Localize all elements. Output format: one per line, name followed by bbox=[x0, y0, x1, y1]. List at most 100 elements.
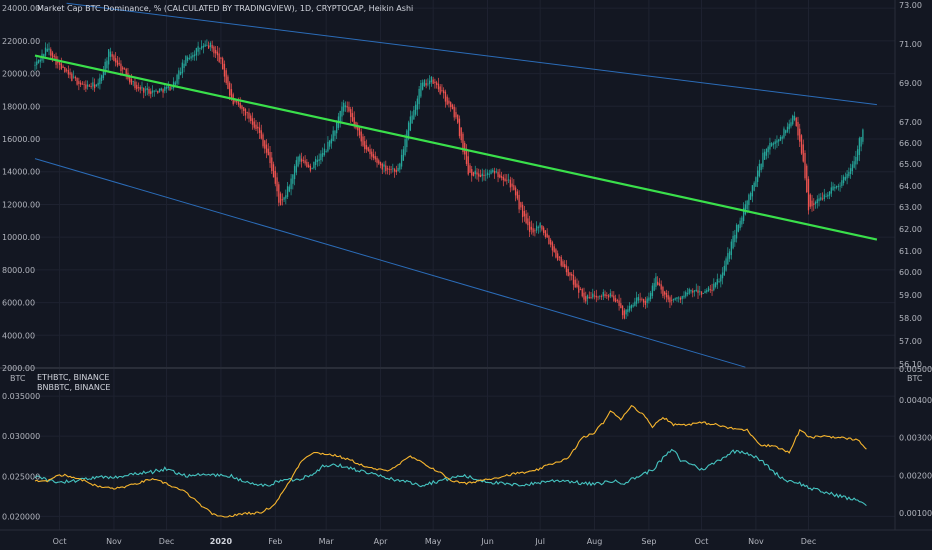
candle-body bbox=[725, 258, 727, 271]
bnbbtc-line[interactable] bbox=[34, 405, 867, 518]
candle-body bbox=[765, 148, 768, 156]
candle-body bbox=[451, 104, 454, 109]
candle-body bbox=[108, 49, 110, 65]
candle-body bbox=[467, 156, 469, 175]
candle-body bbox=[820, 197, 822, 200]
candle-body bbox=[488, 173, 490, 175]
candle-body bbox=[421, 82, 424, 90]
candle-body bbox=[44, 47, 47, 56]
candle-body bbox=[446, 96, 448, 105]
candle-body bbox=[206, 45, 208, 47]
candle-body bbox=[846, 173, 848, 179]
green-trendline[interactable] bbox=[34, 54, 878, 241]
candle-body bbox=[753, 182, 755, 191]
candle-body bbox=[409, 116, 412, 131]
channel-lower-line[interactable] bbox=[34, 158, 746, 368]
left-axis-tick: 16000.00 bbox=[2, 135, 40, 144]
candle-body bbox=[514, 187, 517, 196]
candle-body bbox=[599, 295, 601, 297]
candle-body bbox=[465, 148, 468, 164]
candle-body bbox=[81, 83, 84, 85]
left-price-axis[interactable]: 24000.00 22000.00 20000.00 18000.00 16000.00… bbox=[2, 4, 40, 373]
candle-body bbox=[578, 285, 580, 293]
candle-body bbox=[792, 115, 794, 125]
candle-body bbox=[407, 122, 410, 139]
candle-body bbox=[276, 177, 278, 192]
candle-body bbox=[748, 194, 750, 206]
candle-body bbox=[474, 170, 476, 175]
candle-body bbox=[151, 90, 154, 93]
time-axis[interactable]: Oct Nov Dec 2020 Feb Mar Apr May Jun Jul Aug Sep Oct… bbox=[53, 537, 817, 546]
left-axis-tick: 24000.00 bbox=[2, 4, 40, 13]
candle-body bbox=[381, 163, 383, 170]
candle-body bbox=[532, 228, 534, 233]
candle-body bbox=[160, 88, 162, 91]
candle-body bbox=[434, 81, 436, 84]
candle-body bbox=[762, 152, 764, 167]
candle-body bbox=[739, 220, 741, 229]
left-axis-tick: 4000.00 bbox=[2, 331, 35, 340]
candle-body bbox=[423, 80, 426, 87]
candle-body bbox=[742, 207, 745, 221]
candle-body bbox=[855, 156, 857, 165]
candle-body bbox=[204, 44, 206, 47]
candle-body bbox=[809, 194, 811, 207]
candle-body bbox=[327, 141, 329, 152]
bottom-right-axis-tick: 0.0040000 bbox=[899, 396, 932, 405]
candle-body bbox=[293, 166, 296, 180]
bottom-left-axis-tick: 0.030000 bbox=[2, 432, 40, 441]
candle-body bbox=[776, 140, 778, 143]
candle-body bbox=[102, 71, 105, 79]
candle-body bbox=[281, 199, 283, 201]
candle-body bbox=[827, 194, 829, 197]
candle-body bbox=[311, 168, 313, 169]
candle-body bbox=[192, 54, 194, 58]
candle-body bbox=[251, 118, 254, 125]
candle-body bbox=[572, 274, 575, 285]
channel-upper-line[interactable] bbox=[66, 2, 877, 106]
candle-body bbox=[713, 283, 715, 291]
candle-body bbox=[413, 109, 415, 120]
bottom-left-axis[interactable]: 0.035000 0.030000 0.025000 0.020000 BTC bbox=[2, 374, 40, 521]
candle-body bbox=[236, 100, 238, 103]
candle-body bbox=[250, 115, 252, 121]
candle-body bbox=[299, 155, 301, 162]
candle-body bbox=[707, 287, 710, 292]
candle-body bbox=[374, 156, 376, 160]
candle-body bbox=[137, 87, 140, 88]
candle-body bbox=[237, 101, 240, 105]
candle-body bbox=[353, 117, 355, 127]
right-axis-tick: 65.00 bbox=[899, 160, 922, 169]
candle-body bbox=[613, 295, 615, 301]
candle-body bbox=[586, 295, 589, 299]
ethbtc-line[interactable] bbox=[34, 448, 867, 507]
candle-body bbox=[718, 281, 720, 282]
candle-body bbox=[132, 81, 134, 83]
candle-body bbox=[436, 82, 438, 85]
bottom-right-axis-tick: 0.0030000 bbox=[899, 434, 932, 443]
candle-body bbox=[193, 54, 196, 57]
candle-body bbox=[264, 140, 266, 149]
candle-body bbox=[616, 300, 618, 301]
candle-body bbox=[681, 295, 683, 299]
candle-body bbox=[811, 200, 813, 207]
candle-body bbox=[513, 185, 515, 190]
candle-body bbox=[581, 289, 583, 297]
candles[interactable] bbox=[34, 39, 864, 320]
candle-body bbox=[362, 136, 364, 146]
candle-body bbox=[574, 279, 576, 288]
left-axis-unit: BTC bbox=[10, 374, 26, 383]
right-price-axis[interactable]: 73.00 71.00 69.00 67.00 66.00 65.00 64.00 63.00… bbox=[899, 1, 922, 369]
candle-body bbox=[856, 149, 859, 161]
candle-body bbox=[530, 226, 533, 230]
candle-body bbox=[699, 291, 701, 293]
candle-body bbox=[660, 284, 662, 290]
candle-body bbox=[195, 48, 198, 56]
bottom-left-axis-tick: 0.025000 bbox=[2, 472, 40, 481]
candle-body bbox=[104, 61, 106, 75]
candle-body bbox=[509, 179, 511, 188]
candle-body bbox=[779, 137, 782, 141]
